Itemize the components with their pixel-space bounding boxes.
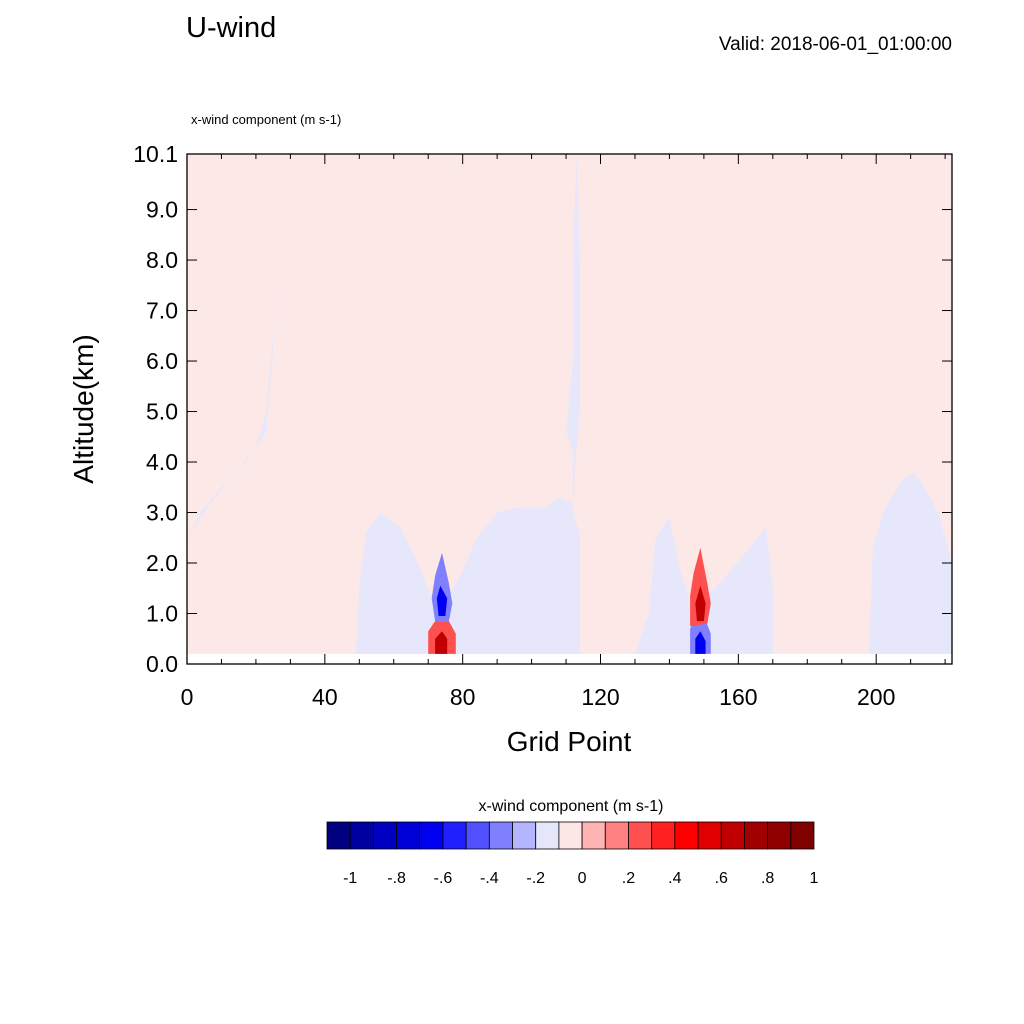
colorbar-box xyxy=(465,821,490,850)
colorbar-box xyxy=(767,821,792,850)
y-axis-title: Altitude(km) xyxy=(68,334,99,483)
colorbar-tick-label: -1 xyxy=(343,870,357,887)
y-tick-label: 3.0 xyxy=(146,500,178,526)
chart-title: U-wind xyxy=(186,12,277,44)
colorbar-box xyxy=(674,821,699,850)
colorbar-tick-label: 0 xyxy=(578,870,587,887)
x-axis-title: Grid Point xyxy=(507,726,632,757)
y-tick-label: 1.0 xyxy=(146,601,178,627)
colorbar-box xyxy=(419,821,444,850)
field-label: x-wind component (m s-1) xyxy=(191,112,342,127)
colorbar: -1 -.8 -.6 -.4 -.2 0 .2 .4 .6 .8 1 xyxy=(326,821,819,887)
x-tick-label: 160 xyxy=(719,684,757,710)
axes: 0 40 80 120 160 200 0.0 1.0 2.0 3.0 4.0 5.0 6.0 7.0 8.… xyxy=(133,141,952,710)
colorbar-box xyxy=(488,821,513,850)
colorbar-tick-label: -.6 xyxy=(434,870,453,887)
wind-region-negative-2 xyxy=(431,552,453,622)
colorbar-box xyxy=(581,821,606,850)
wind-field-layer xyxy=(187,154,952,654)
colorbar-box xyxy=(628,821,653,850)
colorbar-tick-label: -.2 xyxy=(526,870,545,887)
colorbar-box xyxy=(604,821,629,850)
y-tick-label: 5.0 xyxy=(146,399,178,425)
wind-region-negative-5 xyxy=(695,631,706,654)
colorbar-box xyxy=(651,821,676,850)
colorbar-tick-label: .6 xyxy=(715,870,728,887)
x-tick-label: 80 xyxy=(450,684,476,710)
y-tick-label: 9.0 xyxy=(146,197,178,223)
wind-region-negative-0 xyxy=(187,154,773,654)
x-tick-label: 120 xyxy=(581,684,619,710)
y-tick-label: 10.1 xyxy=(133,141,178,167)
colorbar-box xyxy=(396,821,421,850)
y-tick-label: 4.0 xyxy=(146,449,178,475)
colorbar-box xyxy=(372,821,397,850)
y-tick-label: 8.0 xyxy=(146,247,178,273)
colorbar-tick-label: 1 xyxy=(810,870,819,887)
colorbar-box xyxy=(535,821,560,850)
colorbar-tick-label: -.4 xyxy=(480,870,499,887)
colorbar-tick-label: .2 xyxy=(622,870,635,887)
y-tick-label: 0.0 xyxy=(146,651,178,677)
y-tick-label: 7.0 xyxy=(146,298,178,324)
colorbar-tick-label: .8 xyxy=(761,870,774,887)
wind-region-negative-1 xyxy=(869,472,952,654)
x-tick-label: 40 xyxy=(312,684,338,710)
colorbar-box xyxy=(442,821,467,850)
valid-time-label: Valid: 2018-06-01_01:00:00 xyxy=(718,34,952,55)
colorbar-tick-label: -.8 xyxy=(387,870,406,887)
plot-frame xyxy=(186,153,953,665)
y-tick-label: 6.0 xyxy=(146,348,178,374)
colorbar-box xyxy=(790,821,815,850)
colorbar-title: x-wind component (m s-1) xyxy=(479,798,664,815)
x-tick-label: 200 xyxy=(857,684,895,710)
plot-border xyxy=(186,153,953,665)
colorbar-box xyxy=(512,821,537,850)
colorbar-box xyxy=(349,821,374,850)
y-tick-label: 2.0 xyxy=(146,550,178,576)
wind-region-positive-7 xyxy=(435,631,448,654)
colorbar-box xyxy=(558,821,583,850)
colorbar-box xyxy=(697,821,722,850)
wind-region-negative-3 xyxy=(436,585,448,616)
colorbar-box xyxy=(720,821,745,850)
colorbar-box xyxy=(744,821,769,850)
colorbar-box xyxy=(326,821,351,850)
colorbar-tick-label: .4 xyxy=(668,870,681,887)
wind-region-positive-9 xyxy=(695,585,706,622)
x-tick-label: 0 xyxy=(181,684,194,710)
